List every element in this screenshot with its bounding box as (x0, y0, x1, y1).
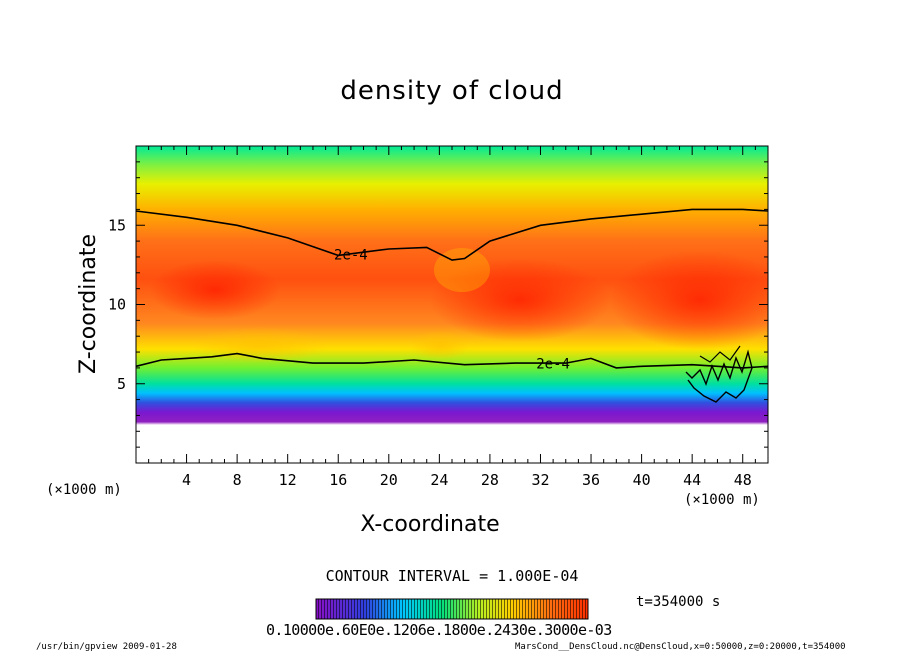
x-axis-label: X-coordinate (360, 512, 500, 537)
chart-title: density of cloud (340, 76, 564, 106)
noisy-contours (685, 349, 753, 403)
contour-label: 2e-4 (334, 247, 368, 263)
time-label: t=354000 s (636, 594, 721, 610)
x-tick-label: 32 (531, 471, 549, 489)
contour-line-lower (135, 352, 769, 369)
cool-dip (434, 248, 490, 292)
footer-source: MarsCond__DensCloud.nc@DensCloud,x=0:500… (515, 642, 846, 652)
x-tick-label: 12 (279, 471, 297, 489)
contour-line-upper (135, 208, 769, 261)
warm-region (190, 327, 330, 363)
hot-region-right (610, 250, 768, 350)
x-tick-label: 24 (430, 471, 448, 489)
y-tick-label: 5 (117, 375, 126, 393)
colorbar-tick-labels: 0.10000e.60E0e.1206e.1800e.2430e.3000e-0… (266, 621, 612, 639)
warm-region-2 (410, 330, 470, 360)
y-tick-label: 15 (108, 216, 126, 234)
x-tick-label: 16 (329, 471, 347, 489)
y-axis-label: Z-coordinate (76, 234, 101, 374)
y-tick-label: 10 (108, 296, 126, 314)
colorbar-levels (316, 599, 588, 619)
x-tick-label: 48 (734, 471, 752, 489)
contour-label: 2e-4 (536, 357, 570, 373)
x-tick-label: 44 (683, 471, 701, 489)
x-unit-label-left: (×1000 m) (46, 482, 122, 498)
x-tick-label: 20 (380, 471, 398, 489)
x-tick-label: 28 (481, 471, 499, 489)
footer-program-date: /usr/bin/gpview 2009-01-28 (36, 642, 177, 652)
contour-interval: CONTOUR INTERVAL = 1.000E-04 (325, 567, 579, 585)
x-unit-label-right: (×1000 m) (684, 492, 760, 508)
hot-region-left (150, 260, 280, 320)
noisy-contours-2 (699, 345, 741, 363)
x-tick-label: 36 (582, 471, 600, 489)
x-tick-label: 8 (233, 471, 242, 489)
hot-region-center (430, 258, 610, 342)
x-tick-label: 40 (633, 471, 651, 489)
x-tick-label: 4 (182, 471, 191, 489)
